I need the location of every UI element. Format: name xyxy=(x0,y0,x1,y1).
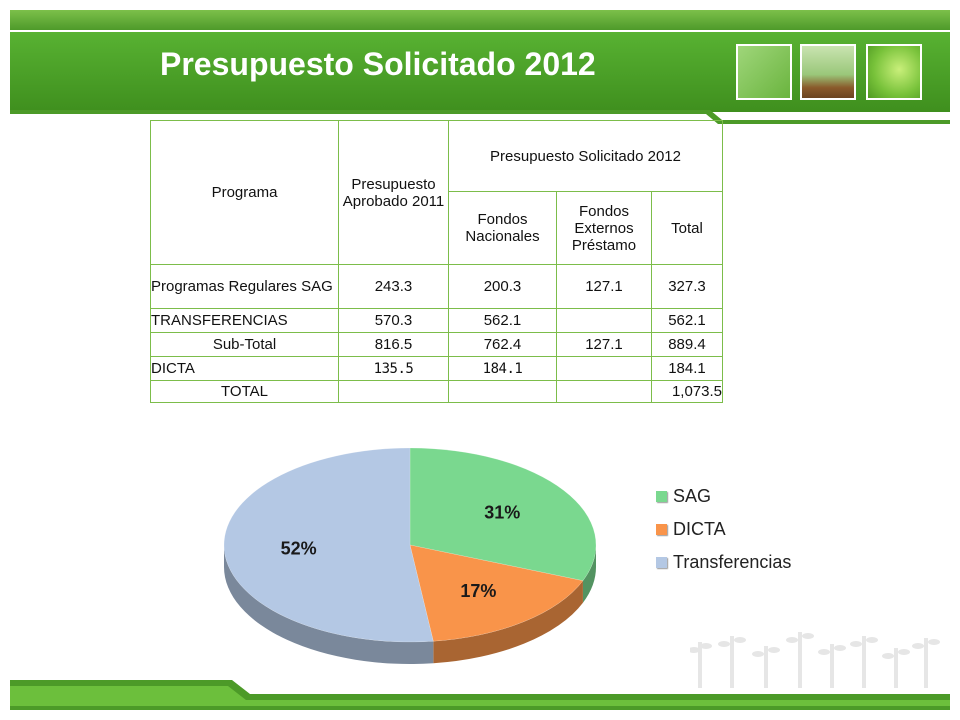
pie-side-dicta xyxy=(433,580,583,664)
legend-label-sag: SAG xyxy=(673,486,712,506)
cell-nacionales: 762.4 xyxy=(448,332,557,357)
budget-table-container: Programa Presupuesto Aprobado 2011 Presu… xyxy=(150,120,723,403)
pie-side-transferencias xyxy=(224,545,434,664)
legend-swatch-dicta xyxy=(656,524,667,535)
header-total: Total xyxy=(651,191,723,265)
pie-label-transferencias: 52% xyxy=(281,539,317,559)
header-solicitado: Presupuesto Solicitado 2012 xyxy=(448,120,723,192)
seedling-image xyxy=(800,44,856,100)
chart-legend: SAG DICTA Transferencias xyxy=(656,480,791,579)
pie-slice-sag xyxy=(409,447,597,581)
pie-side-sag xyxy=(582,545,596,603)
budget-table: Programa Presupuesto Aprobado 2011 Presu… xyxy=(150,120,723,403)
top-decor-strip xyxy=(10,10,950,30)
cell-programa: TOTAL xyxy=(150,380,339,403)
legend-label-transferencias: Transferencias xyxy=(673,552,792,572)
legend-item-dicta: DICTA xyxy=(656,513,791,546)
cell-aprobado: 570.3 xyxy=(338,308,449,333)
legend-swatch-transferencias xyxy=(656,557,667,568)
cell-aprobado: 243.3 xyxy=(338,264,449,309)
pie-slice-transferencias xyxy=(223,447,434,643)
green-square-image xyxy=(736,44,792,100)
header-programa: Programa xyxy=(150,120,339,265)
header-aprobado: Presupuesto Aprobado 2011 xyxy=(338,120,449,265)
table-row: Programas Regulares SAG 243.3 200.3 127.… xyxy=(150,264,723,309)
plant-silhouettes-decor xyxy=(690,632,940,688)
legend-item-sag: SAG xyxy=(656,480,791,513)
legend-item-transferencias: Transferencias xyxy=(656,546,791,579)
cell-nacionales: 562.1 xyxy=(448,308,557,333)
slide-title: Presupuesto Solicitado 2012 xyxy=(160,46,596,82)
pie-slice-dicta xyxy=(409,544,584,642)
cell-aprobado: 135.5 xyxy=(338,356,449,381)
legend-swatch-sag xyxy=(656,491,667,502)
table-row: DICTA 135.5 184.1 184.1 xyxy=(150,356,723,381)
leaf-image xyxy=(866,44,922,100)
cell-total: 1,073.5 xyxy=(651,380,723,403)
header-nacionales: Fondos Nacionales xyxy=(448,191,557,265)
table-row: TOTAL 1,073.5 xyxy=(150,380,723,403)
header-externos: Fondos Externos Préstamo xyxy=(556,191,652,265)
pie-label-sag: 31% xyxy=(484,502,520,522)
pie-label-dicta: 17% xyxy=(460,581,496,601)
title-bar xyxy=(10,32,950,112)
cell-externos xyxy=(556,308,652,333)
footer-decor xyxy=(10,680,950,710)
legend-label-dicta: DICTA xyxy=(673,519,726,539)
